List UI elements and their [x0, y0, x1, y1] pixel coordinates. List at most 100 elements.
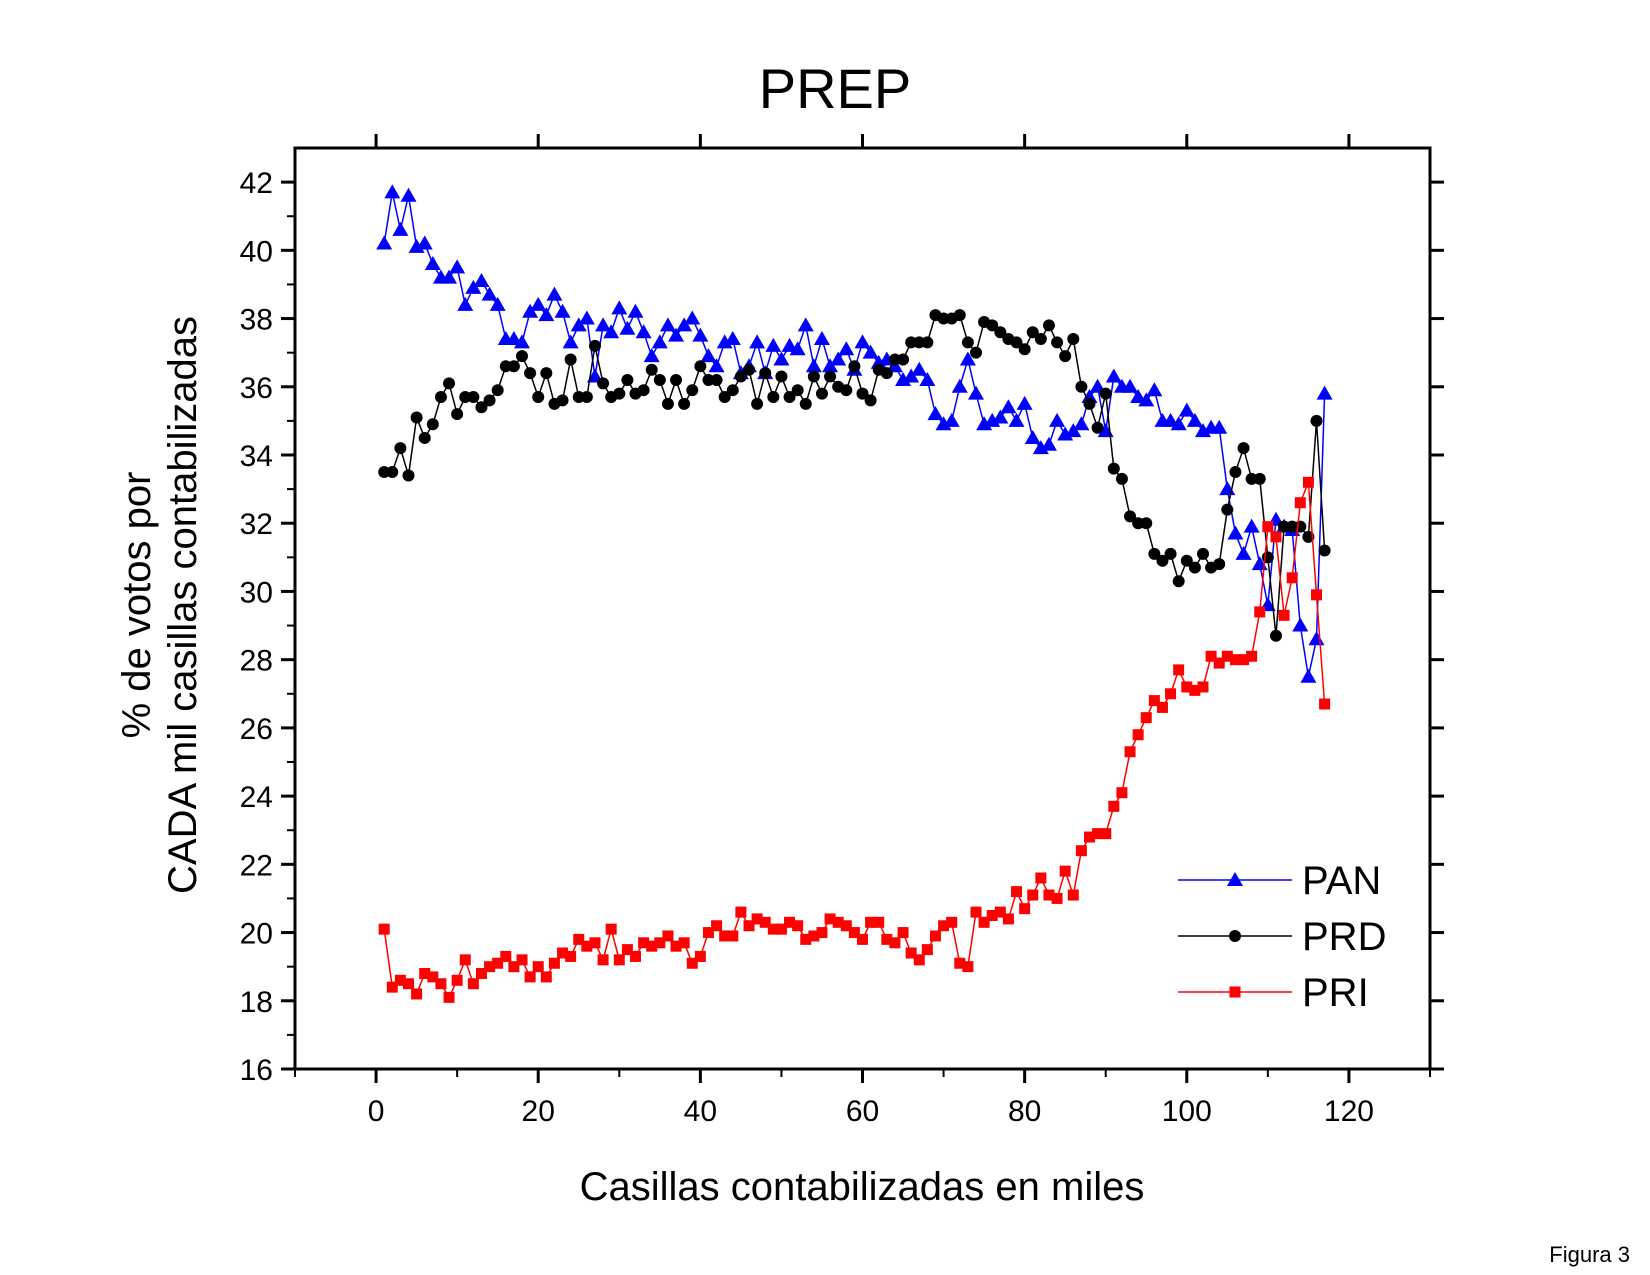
data-point-pan	[400, 187, 417, 202]
data-point-prd	[653, 373, 666, 386]
data-point-pri	[1100, 828, 1112, 840]
data-point-prd	[491, 384, 504, 397]
data-point-pan	[992, 409, 1009, 424]
data-point-prd	[1310, 414, 1323, 427]
data-point-prd	[961, 336, 974, 349]
data-point-pri	[443, 991, 455, 1003]
data-point-pan	[1040, 436, 1057, 451]
data-point-pri	[978, 916, 990, 928]
data-point-prd	[394, 442, 407, 455]
data-point-prd	[864, 394, 877, 407]
data-point-pan	[416, 235, 433, 250]
data-point-pan	[1008, 412, 1025, 427]
data-point-pan	[765, 337, 782, 352]
data-point-pan	[1065, 423, 1082, 438]
data-point-pri	[386, 981, 398, 993]
series-pan	[376, 184, 1333, 683]
data-point-prd	[986, 319, 999, 332]
data-point-pan	[797, 317, 814, 332]
data-point-prd	[1197, 547, 1209, 560]
data-point-prd	[694, 360, 707, 373]
data-point-pan	[505, 331, 522, 346]
data-point-prd	[1107, 462, 1120, 475]
data-point-prd	[807, 370, 820, 383]
data-point-pri	[646, 940, 658, 952]
data-point-pri	[857, 933, 868, 945]
data-point-pri	[1189, 684, 1201, 696]
data-point-pan	[481, 286, 498, 301]
data-point-pan	[1300, 668, 1317, 683]
data-point-pan	[1211, 419, 1228, 434]
data-point-pan	[684, 310, 701, 325]
y-tick-label: 18	[240, 986, 273, 1019]
data-point-prd	[516, 350, 528, 363]
data-point-pri	[921, 944, 933, 956]
x-tick-label: 80	[1008, 1095, 1041, 1128]
data-point-pri	[986, 910, 998, 921]
data-point-pri	[451, 974, 463, 986]
data-point-pri	[994, 906, 1006, 918]
data-point-pri	[1270, 531, 1282, 543]
data-point-prd	[451, 408, 464, 421]
data-point-pan	[522, 303, 539, 318]
data-point-prd	[856, 387, 869, 400]
series-prd	[378, 309, 1331, 642]
data-point-pan	[441, 269, 458, 284]
data-point-prd	[799, 397, 812, 410]
data-point-pri	[1319, 698, 1331, 710]
data-point-pri	[475, 967, 487, 979]
data-point-pan	[465, 279, 482, 294]
y-tick-label: 38	[240, 304, 273, 337]
data-point-prd	[718, 391, 731, 404]
data-point-prd	[1067, 333, 1080, 346]
data-point-prd	[507, 360, 520, 373]
data-point-pri	[1043, 889, 1055, 901]
data-point-pri	[403, 978, 414, 990]
data-point-pan	[635, 324, 652, 339]
data-point-prd	[1237, 442, 1250, 455]
data-point-prd	[1156, 554, 1169, 567]
data-point-pri	[751, 913, 763, 925]
data-point-pri	[702, 927, 714, 939]
data-point-prd	[402, 469, 415, 482]
legend-item-pri: PRI	[1178, 971, 1369, 1015]
data-point-prd	[1294, 520, 1307, 533]
data-point-pan	[805, 358, 822, 373]
data-point-pan	[830, 351, 847, 366]
data-point-pri	[775, 923, 787, 935]
data-point-prd	[1172, 575, 1185, 588]
series-layer	[376, 184, 1333, 1003]
data-point-pri	[1205, 650, 1217, 662]
data-point-pri	[727, 930, 739, 942]
data-point-prd	[1253, 472, 1266, 485]
data-point-pan	[911, 361, 928, 376]
data-point-pri	[1221, 650, 1233, 662]
data-point-prd	[1188, 561, 1201, 574]
data-point-pri	[1011, 886, 1023, 898]
data-point-pan	[1138, 392, 1155, 407]
data-point-pan	[951, 378, 968, 393]
data-point-pri	[1116, 787, 1128, 799]
data-point-prd	[848, 360, 861, 373]
data-point-pan	[822, 358, 839, 373]
x-axis: 0 20 40 60 80 100 120	[294, 134, 1431, 1128]
data-point-pan	[1000, 399, 1017, 414]
data-point-pan	[392, 221, 409, 236]
data-point-pan	[554, 303, 571, 318]
data-point-prd	[775, 370, 788, 383]
data-point-prd	[637, 384, 650, 397]
data-point-pan	[749, 334, 766, 349]
series-line-pan	[383, 192, 1326, 677]
data-point-prd	[1083, 397, 1096, 410]
data-point-pri	[638, 937, 650, 949]
data-point-pan	[376, 235, 393, 250]
data-point-pan	[578, 310, 595, 325]
data-point-pan	[781, 337, 798, 352]
data-point-prd	[1213, 558, 1226, 571]
data-point-pan	[700, 348, 717, 363]
data-point-pri	[962, 961, 974, 973]
x-tick-label: 40	[684, 1095, 717, 1128]
data-point-pri	[848, 927, 860, 939]
data-point-pri	[597, 954, 609, 966]
x-tick-label: 100	[1162, 1095, 1212, 1128]
